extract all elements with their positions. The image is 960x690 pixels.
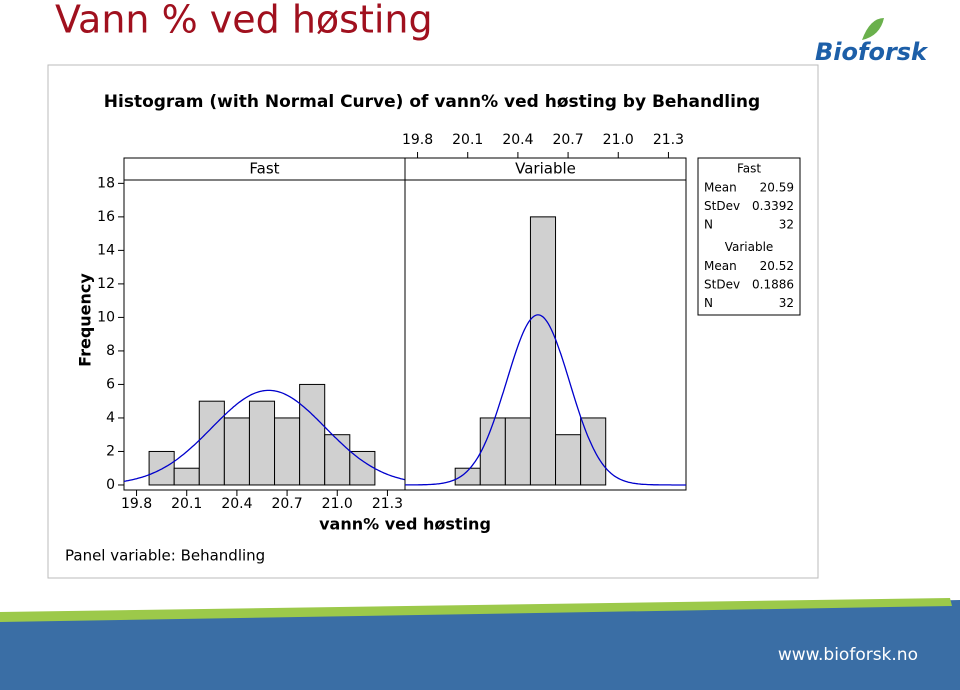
slide-title: Vann % ved høsting xyxy=(55,0,433,42)
legend-box xyxy=(697,157,801,316)
y-tick-label: 0 xyxy=(106,477,115,493)
x-axis-label: vann% ved høsting xyxy=(319,515,491,534)
bar xyxy=(504,417,531,486)
x-tick-label: 20.7 xyxy=(552,132,583,148)
y-tick-label: 12 xyxy=(97,276,115,292)
x-tick-label: 19.8 xyxy=(121,496,152,512)
footer-band xyxy=(0,600,960,690)
bar xyxy=(173,467,200,486)
panel-name: Fast xyxy=(249,160,279,178)
legend-stat-label: N xyxy=(704,218,713,232)
chart-title: Histogram (with Normal Curve) of vann% v… xyxy=(104,92,760,112)
x-tick-label: 21.0 xyxy=(322,496,353,512)
y-tick-label: 18 xyxy=(97,175,115,191)
bar xyxy=(223,417,250,486)
legend-stat-label: StDev xyxy=(704,199,740,213)
y-tick-label: 2 xyxy=(106,443,115,459)
chart-frame xyxy=(47,64,819,579)
legend-stat-value: 20.52 xyxy=(760,259,794,273)
x-tick-label: 20.4 xyxy=(221,496,252,512)
bar xyxy=(349,450,376,486)
bar xyxy=(324,434,351,486)
y-tick-label: 6 xyxy=(106,376,115,392)
bar xyxy=(479,417,506,486)
bar xyxy=(299,383,326,486)
y-tick-label: 14 xyxy=(97,242,115,258)
x-tick-label: 20.4 xyxy=(502,132,533,148)
panel-name: Variable xyxy=(515,160,576,178)
x-tick-label: 21.3 xyxy=(372,496,403,512)
legend-stat-label: StDev xyxy=(704,278,740,292)
legend-stat-label: Mean xyxy=(704,181,737,195)
x-tick-label: 20.1 xyxy=(452,132,483,148)
bar xyxy=(274,417,301,486)
x-tick-label: 19.8 xyxy=(402,132,433,148)
bar xyxy=(148,450,175,486)
y-axis-label: Frequency xyxy=(76,273,95,367)
x-tick-label: 20.7 xyxy=(271,496,302,512)
footnote: Panel variable: Behandling xyxy=(65,547,265,565)
legend-stat-label: Mean xyxy=(704,259,737,273)
bar xyxy=(198,400,225,486)
legend-stat-value: 20.59 xyxy=(760,181,794,195)
y-tick-label: 8 xyxy=(106,343,115,359)
x-tick-label: 20.1 xyxy=(171,496,202,512)
legend-stat-label: N xyxy=(704,296,713,310)
legend-stat-value: 0.1886 xyxy=(752,278,794,292)
bar xyxy=(248,400,276,486)
legend-stat-value: 0.3392 xyxy=(752,199,794,213)
normal-curve xyxy=(123,389,406,482)
normal-curve xyxy=(405,314,686,486)
logo: Bioforsk xyxy=(815,38,929,66)
x-tick-label: 21.0 xyxy=(603,132,634,148)
legend-stat-value: 32 xyxy=(779,218,794,232)
bar xyxy=(555,434,582,486)
bar xyxy=(529,216,557,486)
legend-stat-value: 32 xyxy=(779,296,794,310)
legend-header: Variable xyxy=(725,240,774,254)
y-tick-label: 16 xyxy=(97,209,115,225)
footer-url: www.bioforsk.no xyxy=(778,645,918,665)
y-tick-label: 10 xyxy=(97,309,115,325)
legend-header: Fast xyxy=(737,162,761,176)
logo-leaf xyxy=(862,18,884,40)
x-tick-label: 21.3 xyxy=(653,132,684,148)
y-tick-label: 4 xyxy=(106,410,115,426)
footer-stripe xyxy=(0,598,952,622)
panel-frame xyxy=(404,179,687,491)
